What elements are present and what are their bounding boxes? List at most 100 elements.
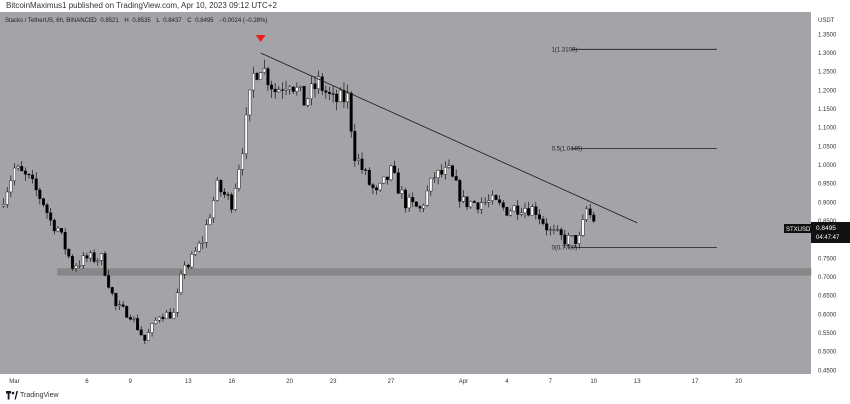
price-tick-label: 0.7500	[818, 256, 837, 262]
candle-body	[241, 153, 245, 170]
fib-level-label: 0.5(1.0445)	[552, 146, 583, 152]
candle-body	[563, 234, 567, 245]
candle-body	[215, 180, 219, 201]
candle-body	[259, 72, 263, 80]
candle-body	[194, 250, 197, 255]
candle-body	[81, 255, 85, 266]
candle-body	[2, 204, 6, 207]
candle-body	[530, 206, 534, 216]
chart-area[interactable]: 1(1.3100) 0.5(1.0445) 0(0.7790) 1.3500 1.30…	[0, 12, 850, 388]
candle-body	[545, 223, 549, 231]
candle-body	[262, 68, 266, 73]
candle-body	[179, 273, 183, 293]
candle-body	[89, 252, 92, 259]
candle-body	[172, 312, 176, 319]
candle-body	[519, 212, 523, 215]
price-tick-label: 0.5500	[818, 331, 837, 337]
candle-body	[574, 235, 578, 244]
candle-body	[70, 256, 74, 269]
price-axis-background	[811, 12, 850, 388]
price-tick-label: 1.3000	[818, 51, 837, 57]
price-chart[interactable]: 1(1.3100) 0.5(1.0445) 0(0.7790) 1.3500 1.30…	[0, 12, 850, 388]
candle-body	[400, 189, 404, 194]
candle-body	[527, 208, 531, 216]
candle-body	[186, 264, 190, 268]
time-tick-label: 27	[388, 379, 395, 385]
candle-body	[516, 205, 520, 215]
published-text: BitcoinMaximus1 published on TradingView…	[6, 1, 277, 10]
candle-body	[288, 86, 292, 90]
time-tick-label: 13	[185, 379, 192, 385]
time-tick-label: 7	[549, 379, 553, 385]
candle-body	[45, 204, 49, 213]
candle-body	[223, 191, 226, 195]
candle-body	[509, 210, 512, 216]
time-axis[interactable]: Mar 6 9 13 16 20 23 27 Apr 4 7 10 13 17 20	[9, 379, 742, 385]
candle-body	[458, 180, 462, 202]
support-zone-group	[57, 268, 812, 276]
candle-body	[27, 173, 31, 176]
candle-body	[34, 178, 38, 191]
candle-body	[317, 76, 321, 90]
candle-body	[498, 199, 502, 203]
candle-body	[306, 98, 310, 106]
candle-body	[284, 88, 288, 91]
legend-low-value: 0.8437	[163, 18, 182, 24]
candle-body	[559, 229, 563, 236]
candle-body	[183, 264, 187, 275]
candle-body	[356, 158, 360, 161]
candle-body	[411, 197, 415, 203]
candle-body	[541, 218, 545, 224]
candle-body	[74, 265, 78, 269]
time-axis-background	[0, 374, 811, 388]
candle-body	[338, 90, 342, 103]
time-tick-label: 20	[735, 379, 742, 385]
current-price-tag: STXUSDT 0.8495 04:47:47	[784, 222, 850, 243]
candle-body	[331, 93, 335, 95]
candle-body	[157, 316, 161, 321]
candle-body	[230, 194, 234, 210]
time-tick-label: 10	[590, 379, 597, 385]
candle-body	[440, 170, 444, 175]
candle-body	[476, 202, 480, 210]
time-tick-label: 23	[330, 379, 337, 385]
candle-body	[136, 318, 140, 331]
candle-body	[548, 229, 552, 231]
price-tick-label: 0.6500	[818, 294, 837, 300]
price-tick-label: 0.4500	[818, 368, 837, 374]
candle-body	[175, 292, 179, 313]
candle-body	[277, 89, 281, 93]
candle-body	[367, 169, 371, 185]
candle-body	[592, 214, 596, 222]
candle-body	[360, 158, 364, 170]
candle-body	[313, 83, 317, 90]
candle-body	[31, 174, 35, 180]
candles-group	[2, 59, 596, 345]
candle-body	[396, 172, 400, 194]
candle-body	[20, 166, 24, 172]
candle-body	[121, 304, 125, 307]
candle-body	[375, 187, 379, 191]
candle-body	[465, 196, 469, 208]
candle-body	[78, 265, 82, 267]
candle-body	[67, 248, 71, 257]
high-marker-arrow	[255, 35, 266, 42]
time-tick-label: 9	[129, 379, 133, 385]
candle-body	[103, 253, 107, 276]
tradingview-logo-icon	[6, 391, 18, 400]
candle-body	[512, 205, 516, 212]
candle-body	[161, 316, 165, 319]
legend-open-label: O	[92, 18, 97, 24]
candle-body	[208, 217, 212, 225]
candle-body	[494, 195, 498, 200]
fib-levels-group: 1(1.3100) 0.5(1.0445) 0(0.7790)	[552, 47, 717, 251]
candle-body	[346, 92, 350, 103]
candle-body	[422, 204, 426, 209]
candle-body	[125, 306, 129, 318]
price-tick-label: 1.3500	[818, 32, 837, 38]
candle-body	[165, 311, 169, 319]
price-tag-countdown: 04:47:47	[816, 235, 840, 241]
candle-body	[342, 90, 346, 103]
candle-body	[270, 84, 274, 90]
candle-body	[309, 83, 313, 99]
